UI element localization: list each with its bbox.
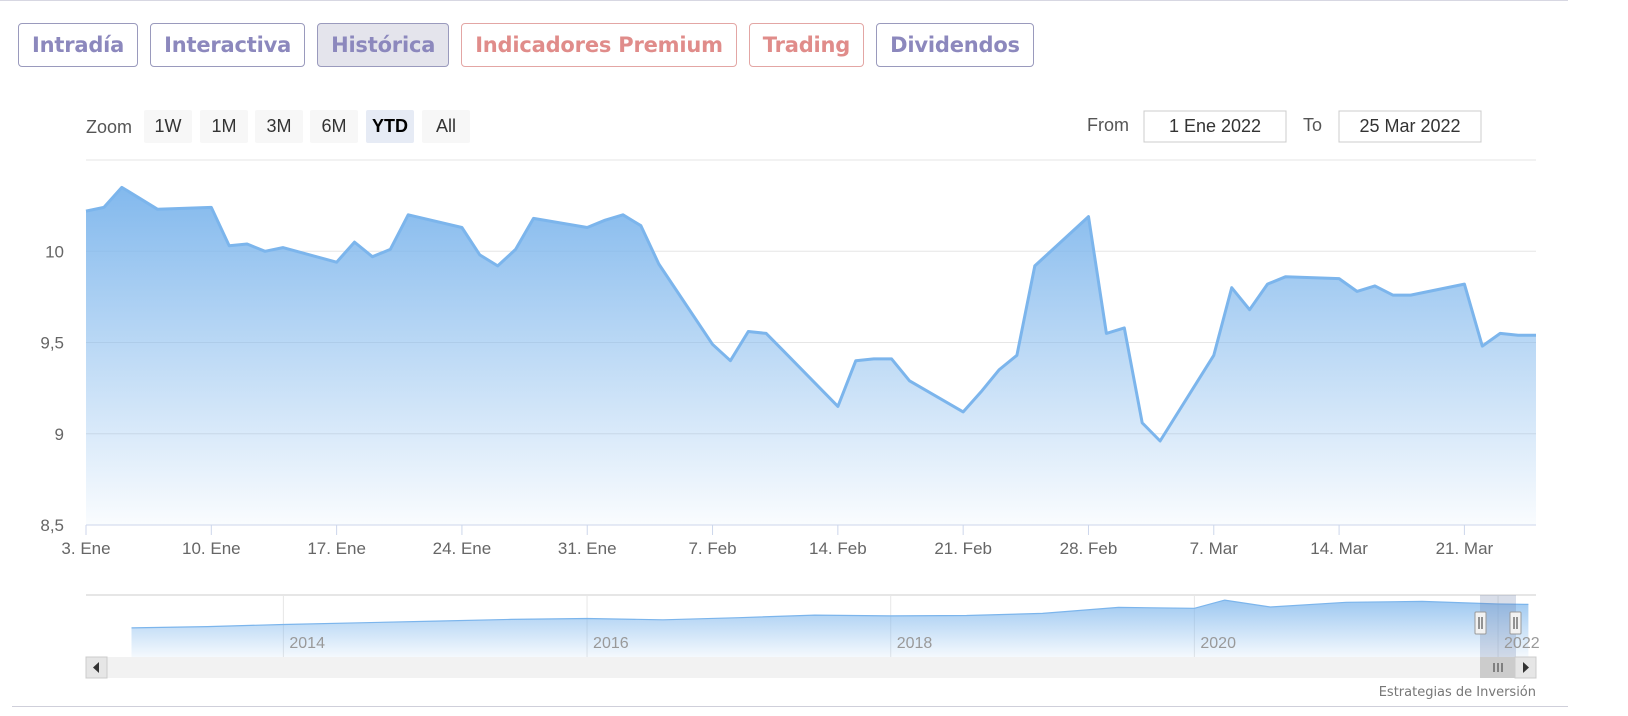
y-tick-label: 8,5 xyxy=(40,516,64,535)
x-tick-label: 10. Ene xyxy=(182,539,241,558)
zoom-button-6m-label: 6M xyxy=(321,116,346,136)
scrollbar-right-arrow[interactable] xyxy=(1514,656,1537,679)
from-label: From xyxy=(1087,115,1129,135)
from-date-value: 1 Ene 2022 xyxy=(1169,116,1261,136)
scrollbar-left-arrow[interactable] xyxy=(85,656,108,679)
x-tick-label: 14. Feb xyxy=(809,539,867,558)
y-tick-label: 9,5 xyxy=(40,334,64,353)
price-line xyxy=(85,185,1536,443)
from-date-input[interactable]: 1 Ene 2022 xyxy=(1143,110,1287,143)
zoom-button-1m-label: 1M xyxy=(211,116,236,136)
top-divider xyxy=(0,0,1568,1)
tab-interactiva[interactable]: Interactiva xyxy=(150,23,306,67)
navigator: 2014 2016 2018 2020 2022 xyxy=(86,594,1540,657)
navigator-tick-label: 2014 xyxy=(289,635,325,652)
tab-indicadores-premium[interactable]: Indicadores Premium xyxy=(461,23,737,67)
navigator-left-handle[interactable] xyxy=(1474,611,1487,635)
x-tick-label: 28. Feb xyxy=(1060,539,1118,558)
y-tick-label: 10 xyxy=(45,242,64,261)
zoom-button-1m[interactable]: 1M xyxy=(200,110,248,143)
to-label: To xyxy=(1303,115,1322,135)
tab-dividendos[interactable]: Dividendos xyxy=(876,23,1034,67)
zoom-button-ytd[interactable]: YTD xyxy=(366,110,414,143)
x-tick-label: 24. Ene xyxy=(433,539,492,558)
to-date-value: 25 Mar 2022 xyxy=(1359,116,1460,136)
scrollbar-track[interactable] xyxy=(86,657,1536,678)
x-tick-label: 21. Mar xyxy=(1436,539,1494,558)
x-tick-label: 14. Mar xyxy=(1310,539,1368,558)
zoom-button-1w[interactable]: 1W xyxy=(144,110,192,143)
x-tick-label: 31. Ene xyxy=(558,539,617,558)
tab-historica[interactable]: Histórica xyxy=(317,23,450,67)
x-tick-label: 21. Feb xyxy=(934,539,992,558)
zoom-label: Zoom xyxy=(86,117,132,137)
zoom-button-3m-label: 3M xyxy=(266,116,291,136)
bottom-divider xyxy=(12,706,1568,707)
zoom-button-6m[interactable]: 6M xyxy=(310,110,358,143)
zoom-button-all-label: All xyxy=(436,116,456,136)
x-tick-label: 17. Ene xyxy=(307,539,366,558)
scrollbar-thumb[interactable] xyxy=(1480,657,1516,678)
zoom-button-ytd-label: YTD xyxy=(372,116,408,136)
navigator-tick-label: 2016 xyxy=(593,635,629,652)
tab-intradia[interactable]: Intradía xyxy=(18,23,139,67)
navigator-tick-label: 2018 xyxy=(897,635,933,652)
x-tick-label: 7. Feb xyxy=(688,539,736,558)
zoom-button-all[interactable]: All xyxy=(422,110,470,143)
plot-area: 8,5 9 9,5 10 3. Ene 10. Ene 17. Ene 24. Ene 31.… xyxy=(40,159,1536,558)
navigator-right-handle[interactable] xyxy=(1509,611,1522,635)
chart-tabs: Intradía Interactiva Histórica Indicador… xyxy=(18,23,1034,67)
navigator-area xyxy=(131,600,1529,657)
navigator-tick-label: 2020 xyxy=(1200,635,1236,652)
navigator-tick-label: 2022 xyxy=(1504,635,1540,652)
credits-text[interactable]: Estrategias de Inversión xyxy=(1379,685,1536,700)
zoom-button-1w-label: 1W xyxy=(155,116,182,136)
scrollbar[interactable] xyxy=(85,656,1537,679)
y-tick-label: 9 xyxy=(55,425,64,444)
y-axis-labels: 8,5 9 9,5 10 xyxy=(40,242,64,535)
x-tick-label: 7. Mar xyxy=(1190,539,1239,558)
navigator-axis-labels: 2014 2016 2018 2020 2022 xyxy=(289,635,1539,652)
range-selector: Zoom 1W 1M 3M 6M YTD All From 1 Ene 202 xyxy=(86,110,1482,143)
price-area xyxy=(86,187,1536,525)
zoom-button-3m[interactable]: 3M xyxy=(255,110,303,143)
x-axis-labels: 3. Ene 10. Ene 17. Ene 24. Ene 31. Ene 7. Feb… xyxy=(61,525,1494,558)
tab-trading[interactable]: Trading xyxy=(748,23,865,67)
to-date-input[interactable]: 25 Mar 2022 xyxy=(1338,110,1482,143)
navigator-line xyxy=(131,599,1529,629)
stock-chart: Zoom 1W 1M 3M 6M YTD All From 1 Ene 202 xyxy=(40,110,1540,700)
x-tick-label: 3. Ene xyxy=(61,539,110,558)
